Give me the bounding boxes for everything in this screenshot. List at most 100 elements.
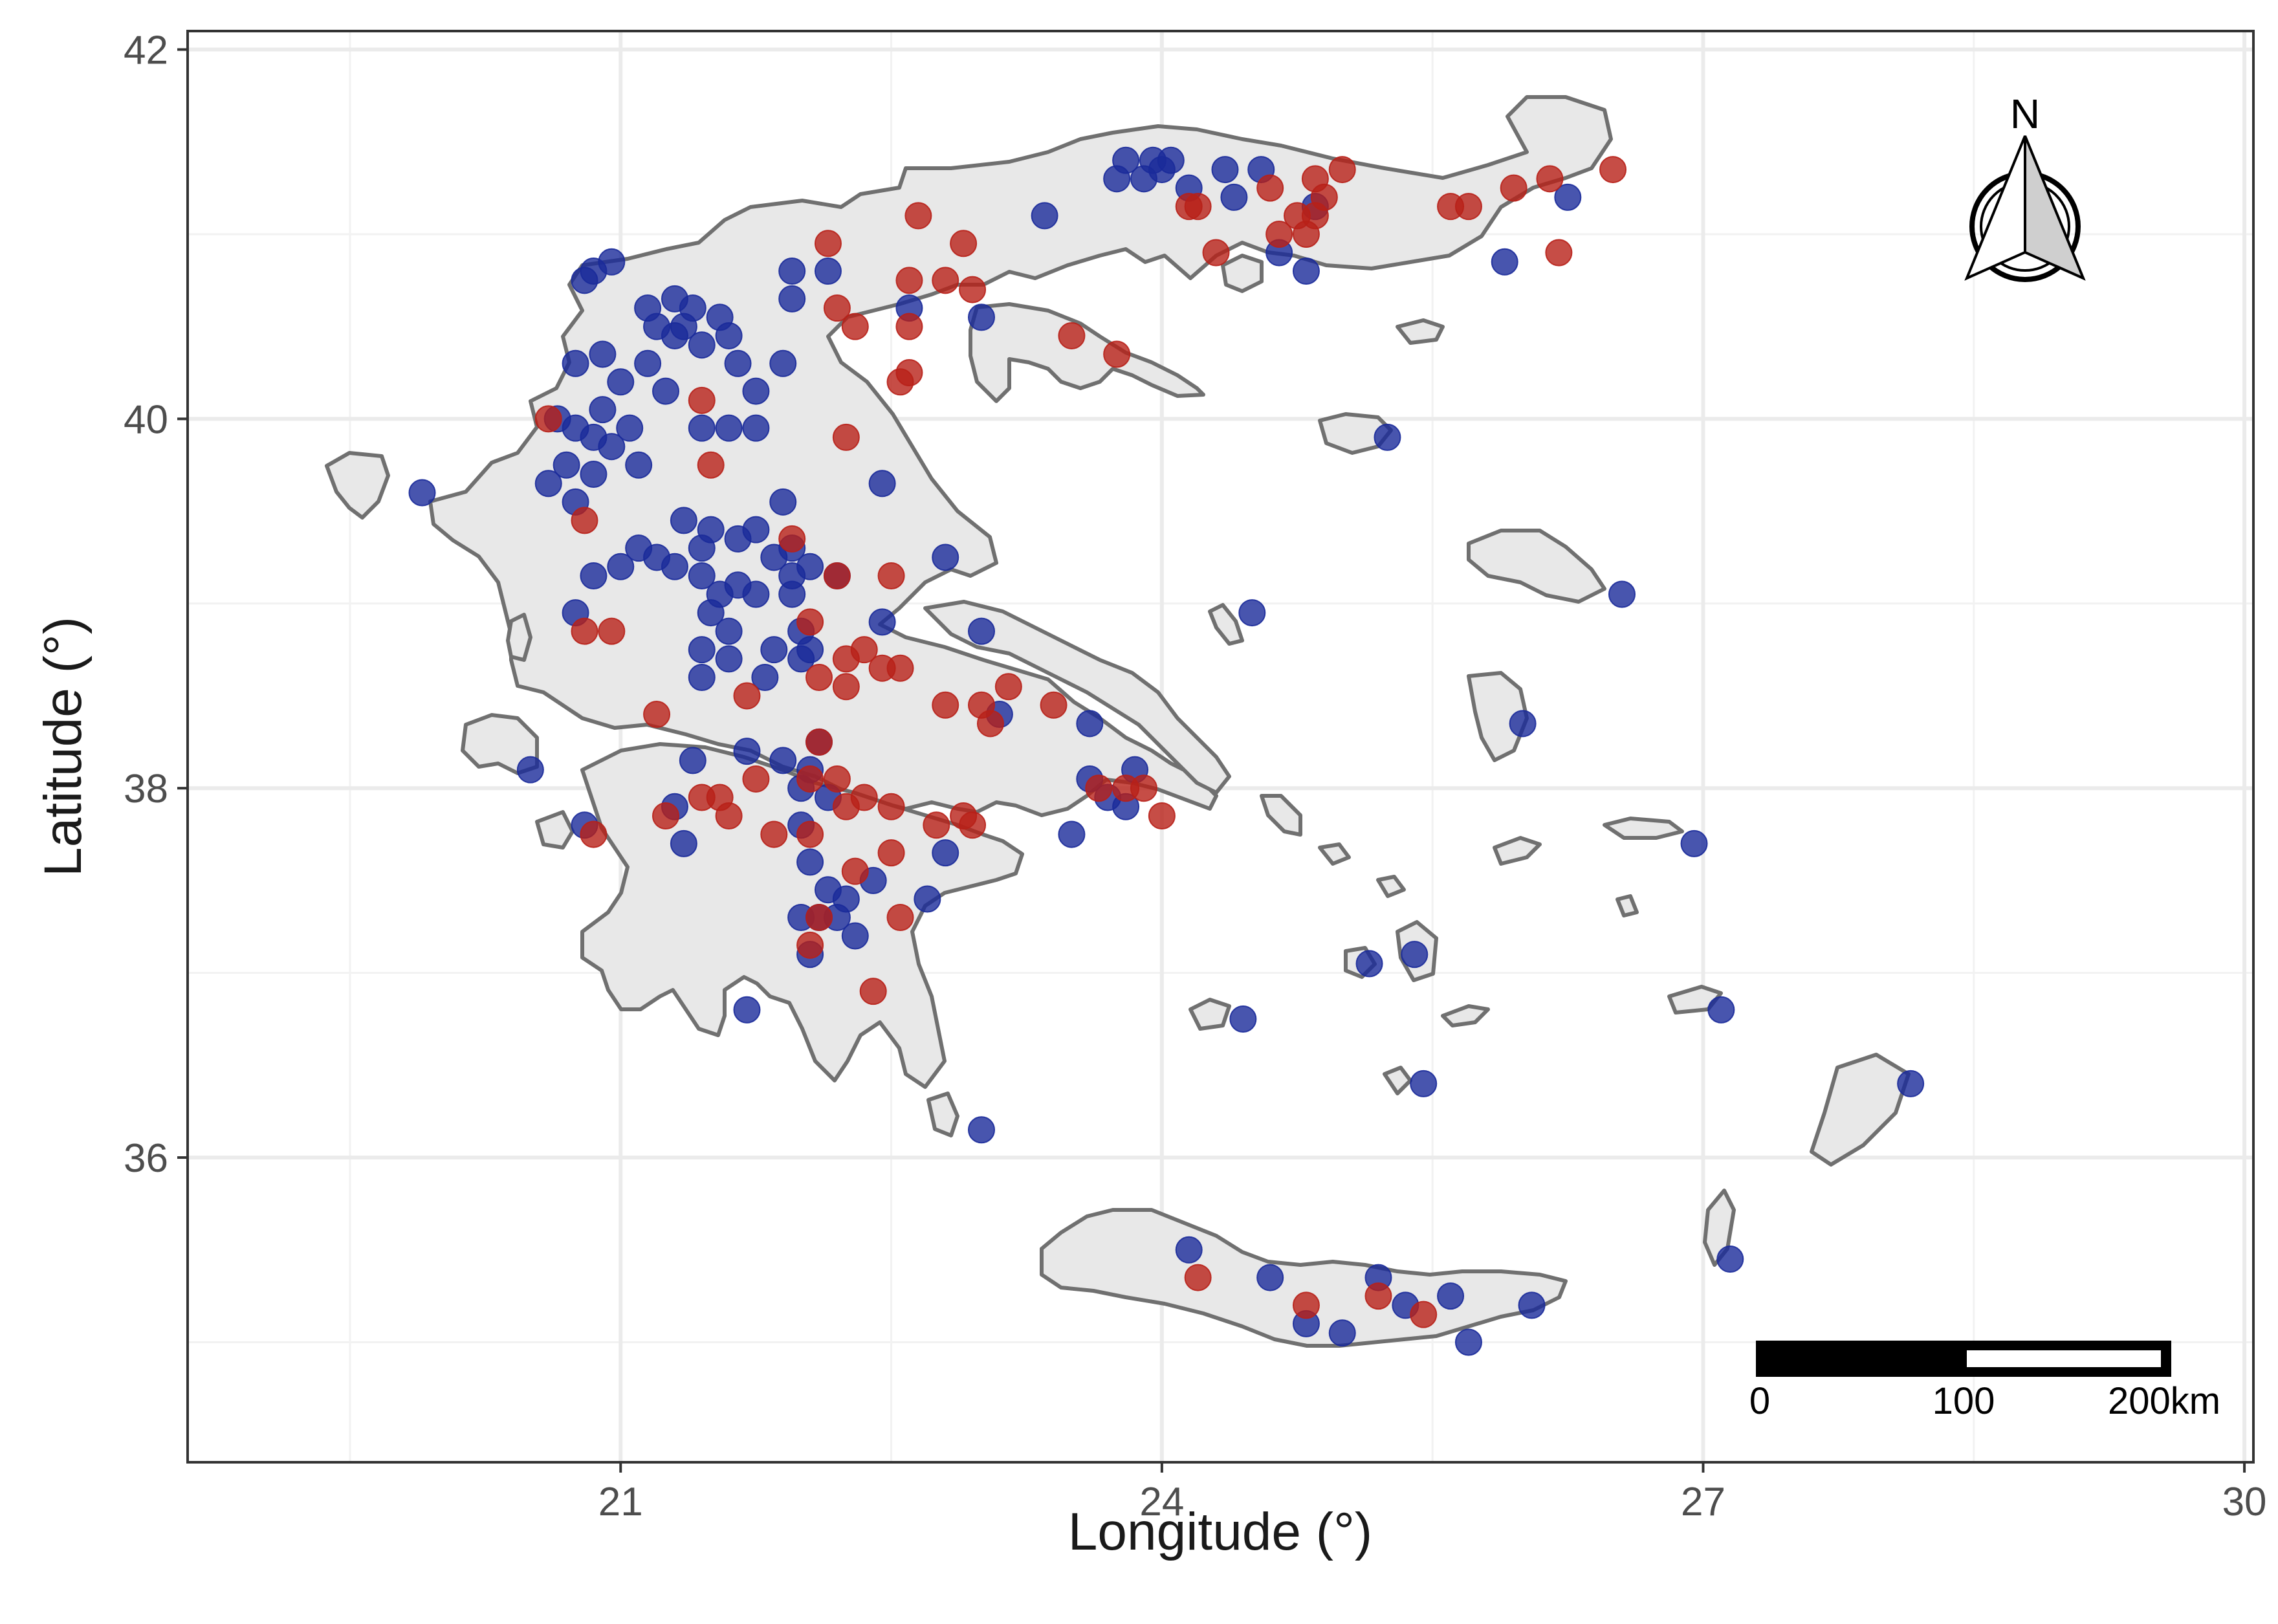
rhodes bbox=[1810, 1053, 1911, 1167]
red-station-point bbox=[832, 673, 860, 701]
red-station-point bbox=[1040, 691, 1068, 719]
corfu bbox=[325, 451, 390, 520]
red-station-point bbox=[733, 682, 761, 710]
blue-station-point bbox=[715, 645, 743, 673]
red-station-point bbox=[1256, 174, 1284, 202]
red-station-point bbox=[742, 765, 770, 793]
red-station-point bbox=[976, 710, 1004, 738]
red-station-point bbox=[571, 617, 598, 645]
red-station-point bbox=[697, 451, 725, 479]
samothrace bbox=[1396, 318, 1445, 345]
samos bbox=[1603, 817, 1684, 840]
blue-station-point bbox=[589, 396, 617, 424]
red-station-point bbox=[850, 784, 878, 811]
blue-station-point bbox=[661, 322, 688, 349]
blue-station-point bbox=[408, 479, 436, 507]
lefkada bbox=[506, 613, 532, 662]
red-station-point bbox=[652, 802, 679, 830]
x-axis-title: Longitude (°) bbox=[1068, 1502, 1372, 1561]
blue-station-point bbox=[778, 285, 806, 313]
blue-station-point bbox=[787, 645, 815, 673]
red-station-point bbox=[877, 793, 905, 820]
blue-station-point bbox=[607, 368, 635, 396]
blue-station-point bbox=[688, 331, 716, 359]
red-station-point bbox=[994, 673, 1022, 701]
blue-station-point bbox=[1707, 996, 1735, 1024]
red-station-point bbox=[1184, 193, 1212, 221]
y-tick-label: 42 bbox=[124, 28, 168, 73]
x-tick-label: 27 bbox=[1681, 1480, 1725, 1524]
blue-station-point bbox=[580, 562, 608, 589]
red-station-point bbox=[904, 202, 932, 230]
blue-station-point bbox=[670, 507, 697, 534]
red-station-point bbox=[1202, 239, 1230, 267]
red-station-point bbox=[1130, 774, 1157, 802]
blue-station-point bbox=[742, 377, 770, 405]
red-station-point bbox=[886, 904, 914, 932]
north-arrow-right-half bbox=[2024, 135, 2086, 281]
red-station-point bbox=[1328, 156, 1356, 184]
red-station-point bbox=[841, 313, 869, 340]
blue-station-point bbox=[968, 617, 996, 645]
blue-station-point bbox=[1401, 941, 1429, 969]
scale-bar-white-segment bbox=[1967, 1350, 2161, 1367]
red-station-point bbox=[1265, 220, 1293, 248]
red-station-point bbox=[1410, 1300, 1438, 1328]
scale-bar-outline bbox=[1756, 1341, 2171, 1377]
panel-border bbox=[186, 30, 2255, 1464]
blue-station-point bbox=[1256, 1264, 1284, 1291]
blue-station-point bbox=[1410, 1070, 1438, 1097]
red-station-point bbox=[932, 267, 959, 294]
red-station-point bbox=[923, 811, 950, 839]
red-station-point bbox=[859, 978, 887, 1005]
blue-station-point bbox=[580, 461, 608, 488]
blue-station-point bbox=[932, 839, 959, 867]
blue-station-point bbox=[1229, 1005, 1257, 1033]
ikaria bbox=[1493, 836, 1542, 866]
blue-station-point bbox=[733, 738, 761, 765]
blue-station-point bbox=[724, 349, 752, 377]
blue-station-point bbox=[534, 470, 562, 498]
red-station-point bbox=[1292, 1291, 1320, 1319]
north-arrow-label: N bbox=[2010, 91, 2040, 137]
blue-station-point bbox=[769, 747, 797, 774]
blue-station-point bbox=[688, 414, 716, 442]
tinos bbox=[1318, 842, 1351, 866]
blue-station-point bbox=[932, 543, 959, 571]
red-station-point bbox=[598, 617, 626, 645]
red-station-point bbox=[805, 904, 833, 932]
blue-station-point bbox=[796, 848, 824, 876]
red-station-point bbox=[823, 765, 851, 793]
blue-station-point bbox=[652, 377, 679, 405]
blue-station-point bbox=[1355, 950, 1383, 978]
blue-station-point bbox=[1292, 258, 1320, 285]
red-station-point bbox=[877, 562, 905, 589]
red-station-point bbox=[886, 654, 914, 682]
y-tick-label: 36 bbox=[124, 1136, 168, 1181]
blue-station-point bbox=[769, 349, 797, 377]
blue-station-point bbox=[1211, 156, 1239, 184]
series-red-points bbox=[534, 156, 1627, 1328]
blue-station-point bbox=[968, 1116, 996, 1144]
blue-station-point bbox=[968, 303, 996, 331]
blue-station-point bbox=[715, 322, 743, 349]
north-arrow: N bbox=[1964, 91, 2086, 282]
red-station-point bbox=[959, 276, 987, 303]
scale-bar-label-200km: 200km bbox=[2108, 1380, 2220, 1422]
blue-station-point bbox=[778, 258, 806, 285]
blue-station-point bbox=[607, 553, 635, 580]
blue-station-point bbox=[914, 885, 941, 913]
red-station-point bbox=[796, 931, 824, 959]
blue-station-point bbox=[715, 414, 743, 442]
red-station-point bbox=[841, 857, 869, 885]
blue-station-point bbox=[1175, 1236, 1203, 1264]
red-station-point bbox=[877, 839, 905, 867]
red-station-point bbox=[796, 820, 824, 848]
blue-station-point bbox=[1608, 580, 1636, 608]
red-station-point bbox=[850, 636, 878, 664]
blue-station-point bbox=[697, 516, 725, 543]
mykonos bbox=[1376, 875, 1406, 898]
red-station-point bbox=[932, 691, 959, 719]
red-station-point bbox=[1184, 1264, 1212, 1291]
